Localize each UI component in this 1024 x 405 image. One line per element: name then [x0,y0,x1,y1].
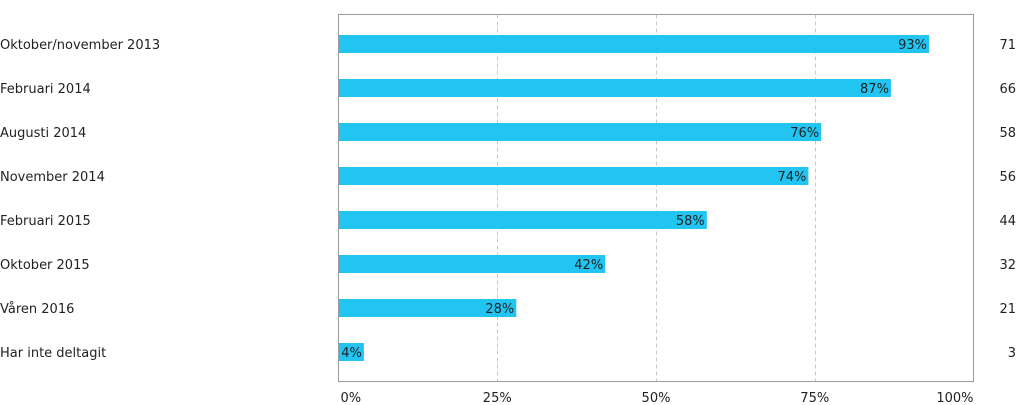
bar [339,79,891,97]
bars: 93% 87% 76% 74% 58% 42% 28% 4% [339,35,930,361]
category-label: Februari 2015 [0,214,91,229]
bar [339,123,822,141]
x-tick-label: 100% [936,391,973,405]
count-label: 58 [999,126,1016,141]
count-label: 66 [999,82,1016,97]
category-label: Har inte deltagit [0,346,106,361]
count-label: 3 [1008,346,1016,361]
bar [339,255,606,273]
bar [339,343,364,361]
gridlines [497,14,816,382]
category-label: November 2014 [0,170,105,185]
category-label: Oktober 2015 [0,258,90,273]
bar-value-label: 93% [898,38,927,53]
bar [339,299,517,317]
bar-value-label: 87% [860,82,889,97]
bar [339,35,930,53]
bar-value-label: 76% [790,126,819,141]
bar-value-label: 4% [341,346,362,361]
bar [339,167,809,185]
plot-area-frame [338,14,974,382]
x-tick-label: 25% [483,391,512,405]
x-tick-label: 75% [800,391,829,405]
category-label: Oktober/november 2013 [0,38,160,53]
count-label: 44 [999,214,1016,229]
category-labels: Oktober/november 2013 Februari 2014 August… [0,38,160,361]
count-label: 32 [999,258,1016,273]
x-tick-label: 0% [341,391,362,405]
count-label: 71 [999,38,1016,53]
bar-value-label: 74% [777,170,806,185]
x-tick-label: 50% [642,391,671,405]
count-label: 56 [999,170,1016,185]
count-label: 21 [999,302,1016,317]
count-labels: 71 66 58 56 44 32 21 3 [999,38,1016,361]
category-label: Augusti 2014 [0,126,86,141]
category-label: Våren 2016 [0,302,74,317]
category-label: Februari 2014 [0,82,91,97]
bar-value-label: 58% [676,214,705,229]
bar-value-label: 42% [574,258,603,273]
bar-value-label: 28% [485,302,514,317]
x-axis-ticks: 0% 25% 50% 75% 100% [341,391,974,405]
bar [339,211,707,229]
